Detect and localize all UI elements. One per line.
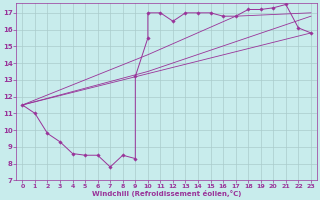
X-axis label: Windchill (Refroidissement éolien,°C): Windchill (Refroidissement éolien,°C) <box>92 190 241 197</box>
